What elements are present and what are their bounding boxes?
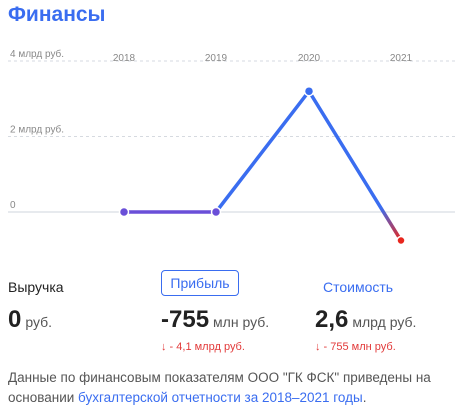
data-point[interactable] xyxy=(118,206,130,218)
series-segment xyxy=(307,89,403,243)
page-title: Финансы xyxy=(8,3,106,26)
data-point[interactable] xyxy=(210,206,222,218)
profit-value: -755 xyxy=(161,306,210,333)
tab-revenue[interactable]: Выручка xyxy=(8,279,64,295)
value-unit: млрд руб. xyxy=(352,314,417,330)
data-point[interactable] xyxy=(303,85,315,97)
value-metric: 2,6 млрд руб. xyxy=(315,306,416,334)
profit-unit: млн руб. xyxy=(213,314,270,330)
x-tick-label: 2018 xyxy=(113,53,136,64)
x-tick-label: 2021 xyxy=(390,53,413,64)
footnote-text: Данные по финансовым показателям ООО "ГК… xyxy=(8,370,431,405)
x-tick-label: 2020 xyxy=(298,53,321,64)
revenue-value: 0 xyxy=(8,306,22,333)
report-link[interactable]: бухгалтерской отчетности за 2018–2021 го… xyxy=(78,390,363,405)
series-segment xyxy=(214,89,311,214)
value-delta: ↓ - 755 млн руб. xyxy=(315,341,396,353)
revenue-metric: 0 руб. xyxy=(8,306,52,334)
y-tick-label: 2 млрд руб. xyxy=(10,124,64,136)
y-tick-label: 4 млрд руб. xyxy=(10,48,64,60)
footnote-end: . xyxy=(362,390,367,405)
tab-value[interactable]: Стоимость xyxy=(323,279,394,295)
finance-chart: 4 млрд руб. 2 млрд руб. 0 2018 2019 2020 2021 xyxy=(8,48,455,246)
data-point[interactable] xyxy=(396,235,406,246)
tab-profit[interactable]: Прибыль xyxy=(161,270,239,296)
revenue-unit: руб. xyxy=(25,314,53,330)
footnote: Данные по финансовым показателям ООО "ГК… xyxy=(8,368,458,408)
x-tick-label: 2019 xyxy=(205,53,228,64)
profit-metric: -755 млн руб. xyxy=(161,306,269,334)
profit-delta: ↓ - 4,1 млрд руб. xyxy=(161,341,245,353)
y-tick-label: 0 xyxy=(10,200,16,211)
value-value: 2,6 xyxy=(315,306,349,333)
